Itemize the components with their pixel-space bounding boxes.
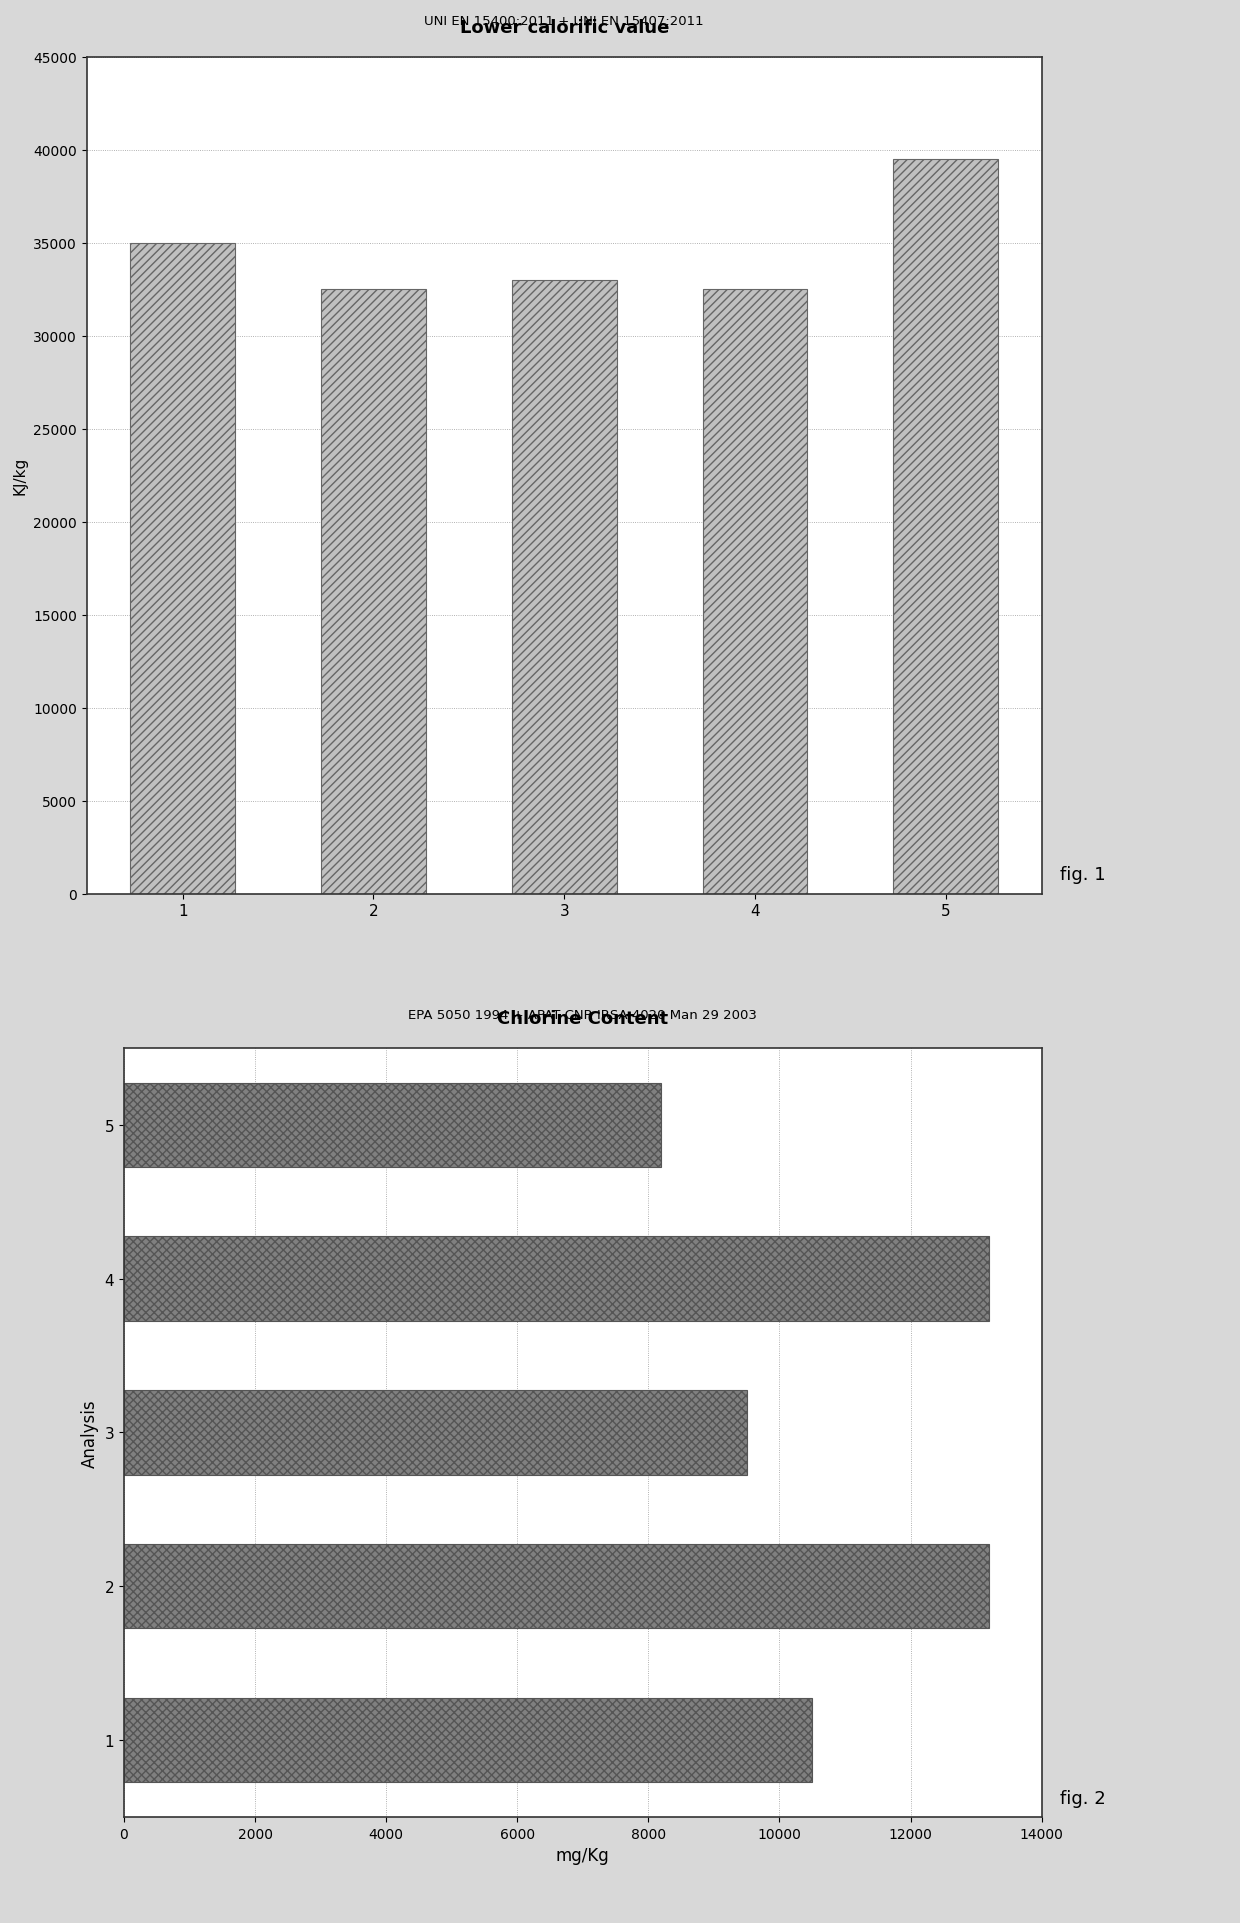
Bar (321, 290, 425, 894)
Text: EPA 5050 1994 + APAT CNR IRSA 4020 Man 29 2003: EPA 5050 1994 + APAT CNR IRSA 4020 Man 2… (408, 1008, 758, 1021)
X-axis label: mg/Kg: mg/Kg (556, 1846, 610, 1865)
Text: fig. 2: fig. 2 (1060, 1788, 1106, 1808)
Bar (124, 1390, 746, 1475)
Bar (893, 160, 998, 894)
Bar (124, 1698, 812, 1783)
Bar (703, 290, 807, 894)
Bar (130, 244, 236, 894)
Title: Chlorine Content: Chlorine Content (497, 1010, 668, 1027)
Y-axis label: Analysis: Analysis (81, 1398, 99, 1467)
Y-axis label: KJ/kg: KJ/kg (12, 458, 27, 494)
Bar (124, 1083, 661, 1167)
Bar (124, 1236, 990, 1321)
Bar (512, 281, 616, 894)
Text: UNI EN 15400:2011 + UNI EN 15407:2011: UNI EN 15400:2011 + UNI EN 15407:2011 (424, 15, 704, 29)
Text: fig. 1: fig. 1 (1060, 865, 1106, 885)
Title: Lower calorific value: Lower calorific value (460, 19, 668, 37)
Bar (124, 1544, 990, 1629)
